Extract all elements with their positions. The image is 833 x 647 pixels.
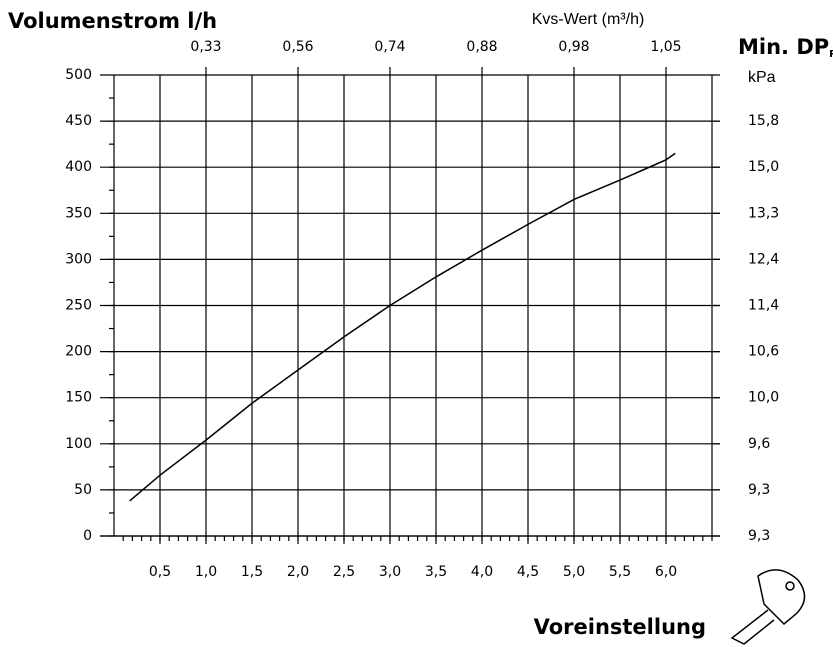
right-axis-unit: kPa (748, 69, 776, 86)
y2-tick-label: 10,6 (748, 344, 779, 360)
top-axis-label: Kvs-Wert (m³/h) (532, 11, 645, 28)
right-axis-label-main: Min. DP (738, 35, 829, 59)
y-tick-label: 200 (65, 344, 92, 360)
x-tick-label: 4,5 (517, 564, 539, 580)
x-tick-label: 2,5 (333, 564, 355, 580)
x2-tick-label: 0,88 (466, 39, 497, 55)
x2-tick-label: 0,74 (374, 39, 405, 55)
x-tick-label: 2,0 (287, 564, 309, 580)
y2-tick-label: 15,0 (748, 159, 779, 175)
x2-tick-label: 0,98 (558, 39, 589, 55)
y-tick-label: 50 (74, 482, 92, 498)
x-tick-label: 6,0 (655, 564, 677, 580)
x-tick-label: 0,5 (149, 564, 171, 580)
x-tick-label: 4,0 (471, 564, 493, 580)
chart-title: Volumenstrom l/h (8, 9, 217, 33)
y-tick-label: 250 (65, 298, 92, 314)
y2-tick-label: 10,0 (748, 390, 779, 406)
y2-tick-label: 9,3 (748, 482, 770, 498)
y-tick-label: 0 (83, 528, 92, 544)
y2-tick-label: 11,4 (748, 298, 779, 314)
y2-tick-label: 9,6 (748, 436, 770, 452)
x-tick-label: 3,5 (425, 564, 447, 580)
y-tick-label: 300 (65, 251, 92, 267)
y-tick-label: 100 (65, 436, 92, 452)
x-tick-label: 1,0 (195, 564, 217, 580)
key-icon (730, 569, 806, 645)
y2-tick-label: 12,4 (748, 251, 779, 267)
x-tick-label: 5,0 (563, 564, 585, 580)
data-line (129, 152, 676, 502)
y-tick-label: 450 (65, 113, 92, 129)
x2-tick-label: 0,56 (282, 39, 313, 55)
x-axis-label: Voreinstellung (534, 615, 706, 639)
right-axis-label: Min. DPP (738, 35, 833, 60)
y-tick-label: 350 (65, 205, 92, 221)
x-tick-label: 5,5 (609, 564, 631, 580)
y-tick-label: 150 (65, 390, 92, 406)
y-tick-label: 400 (65, 159, 92, 175)
y-tick-label: 500 (65, 67, 92, 83)
right-axis-label-sub: P (829, 49, 833, 60)
y2-tick-label: 9,3 (748, 528, 770, 544)
x2-tick-label: 1,05 (650, 39, 681, 55)
x-tick-label: 3,0 (379, 564, 401, 580)
x-tick-label: 1,5 (241, 564, 263, 580)
x2-tick-label: 0,33 (190, 39, 221, 55)
y2-tick-label: 15,8 (748, 113, 779, 129)
y2-tick-label: 13,3 (748, 205, 779, 221)
